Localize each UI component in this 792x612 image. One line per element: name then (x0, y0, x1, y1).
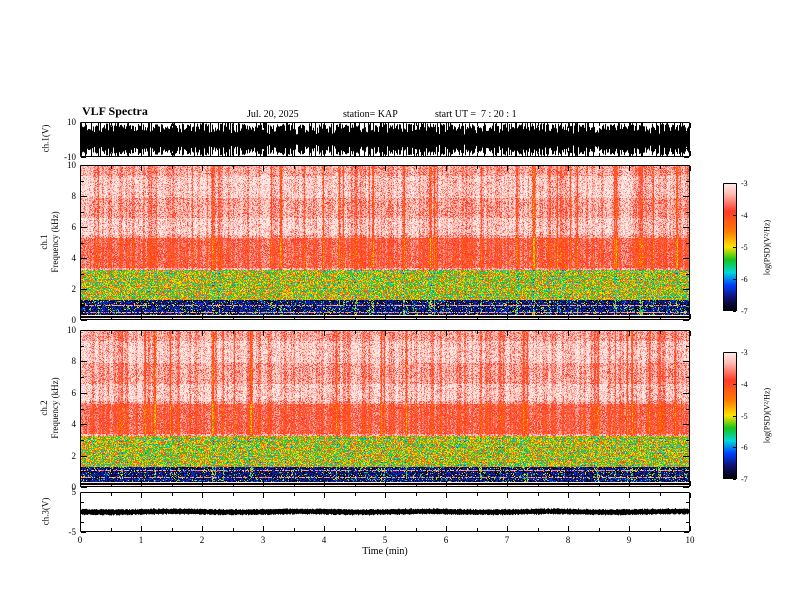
ch2-spec-ytick-label: 6 (71, 388, 77, 398)
ch1-wave-ytick-label: -10 (64, 152, 76, 162)
ch2-spec-ylabel: ch.2 Frequency (kHz) (39, 328, 61, 488)
x-tick-label: 9 (626, 535, 632, 545)
colorbar2-tick-label: -6 (741, 443, 748, 452)
ch1-spec-ylabel: ch.1 Frequency (kHz) (39, 162, 61, 322)
ch1-spec-ytick-label: 8 (71, 191, 77, 201)
x-tick-label: 3 (260, 535, 266, 545)
ch1-wave-ytick-label: 10 (67, 117, 76, 127)
colorbar1-tick-label: -7 (741, 307, 748, 316)
x-tick-label: 10 (685, 535, 695, 545)
colorbar-ch2-canvas (723, 352, 737, 479)
colorbar1-tick-label: -6 (741, 275, 748, 284)
x-tick-label: 4 (321, 535, 327, 545)
ch1-spec-ylabel-line1: ch.1 (39, 234, 49, 250)
colorbar1-tick-label: -5 (741, 243, 748, 252)
ch2-spec-ytick-label: 4 (71, 419, 77, 429)
colorbar2-tick-label: -3 (741, 348, 748, 357)
colorbar2-tick-label: -5 (741, 412, 748, 421)
header-date: Jul. 20, 2025 (247, 109, 299, 120)
ch1-spec-ytick-label: 0 (71, 315, 77, 325)
colorbar2-tick-label: -7 (741, 475, 748, 484)
ch1-spec-ytick-label: 2 (71, 284, 77, 294)
ch2-spec-ytick-label: 10 (67, 325, 76, 335)
header-start-ut: start UT = 7 : 20 : 1 (435, 109, 517, 120)
ch3-ylabel: ch.3(V) (40, 497, 51, 526)
ch1-spec-ytick-label: 6 (71, 222, 77, 232)
ch1-spectrogram-canvas (80, 165, 690, 320)
x-tick-label: 0 (77, 535, 83, 545)
ch1-spec-ylabel-line2: Frequency (kHz) (50, 211, 60, 273)
ch3-ytick-label: -5 (68, 527, 77, 537)
ch1-waveform-canvas (80, 122, 690, 157)
x-tick-label: 7 (504, 535, 510, 545)
x-tick-label: 5 (382, 535, 388, 545)
ch2-spec-ytick-label: 0 (71, 482, 77, 492)
header-station: station= KAP (343, 109, 398, 120)
x-tick-label: 1 (138, 535, 144, 545)
colorbar2-tick-label: -4 (741, 380, 748, 389)
ch3-trace-canvas (80, 492, 690, 532)
x-tick-label: 2 (199, 535, 205, 545)
ch2-spec-ylabel-line1: ch.2 (39, 400, 49, 416)
ch3-ytick-label: 5 (71, 487, 77, 497)
x-tick-label: 6 (443, 535, 449, 545)
ch1-spec-ytick-label: 4 (71, 253, 77, 263)
colorbar1-tick-label: -3 (741, 179, 748, 188)
ch2-spectrogram-canvas (80, 330, 690, 487)
ch1-spec-ytick-label: 10 (67, 160, 76, 170)
ch2-spec-ytick-label: 8 (71, 356, 77, 366)
ch2-spec-ytick-label: 2 (71, 451, 77, 461)
x-axis-title: Time (min) (362, 546, 408, 557)
figure-title: VLF Spectra (82, 104, 148, 118)
ch2-spec-ylabel-line2: Frequency (kHz) (50, 377, 60, 439)
colorbar-ch1-label: log(PSD)(V²/Hz) (762, 219, 772, 276)
x-tick-label: 8 (565, 535, 571, 545)
colorbar1-tick-label: -4 (741, 211, 748, 220)
colorbar-ch2-label: log(PSD)(V²/Hz) (762, 387, 772, 444)
colorbar-ch1-canvas (723, 183, 737, 311)
